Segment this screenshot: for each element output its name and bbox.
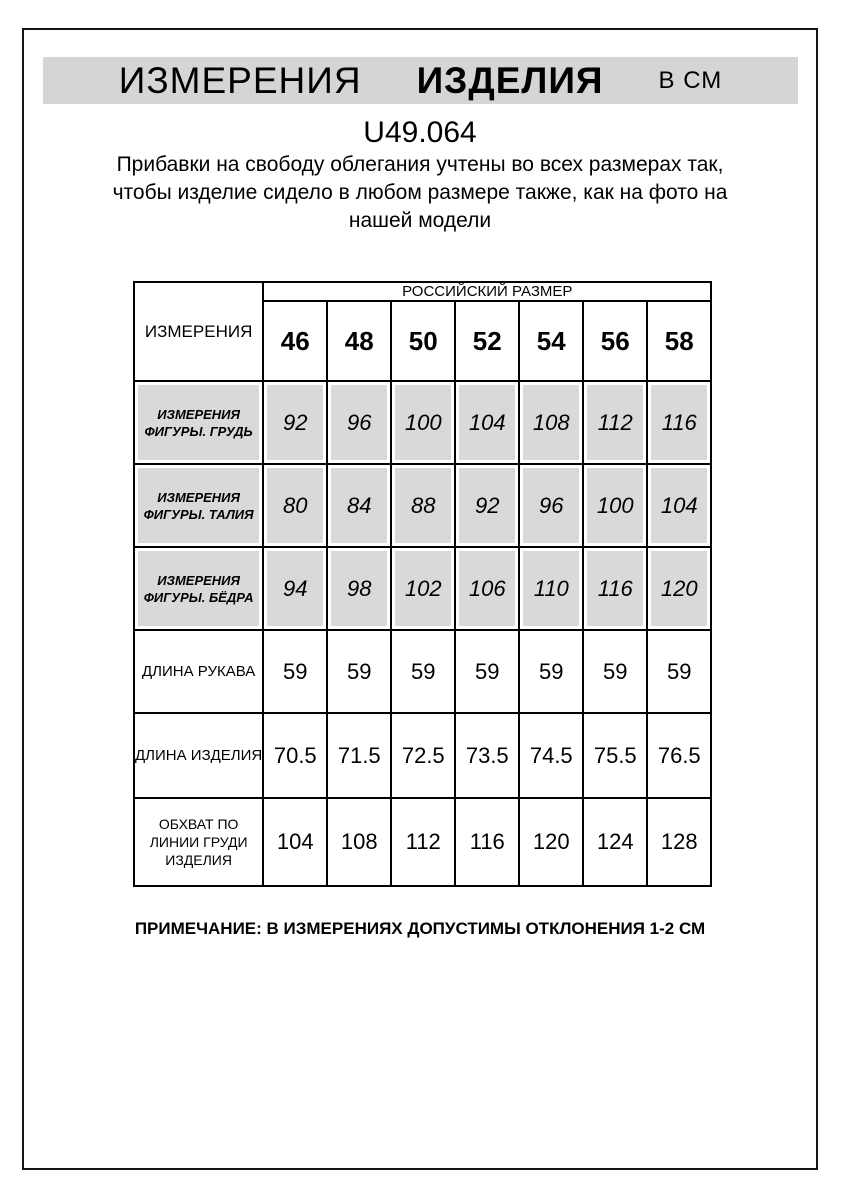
size-col-header: 58 xyxy=(646,300,713,382)
size-col-header: 56 xyxy=(582,300,649,382)
value-cell: 116 xyxy=(582,546,649,631)
value-cell: 75.5 xyxy=(582,712,649,799)
value-cell: 74.5 xyxy=(518,712,585,799)
value-cell: 96 xyxy=(326,380,393,465)
value-cell: 106 xyxy=(454,546,521,631)
size-col-header: 50 xyxy=(390,300,457,382)
corner-header-cell: ИЗМЕРЕНИЯ xyxy=(132,281,265,382)
value-cell: 59 xyxy=(390,629,457,714)
value-cell: 59 xyxy=(518,629,585,714)
value-cell: 84 xyxy=(326,463,393,548)
value-cell: 59 xyxy=(326,629,393,714)
value-cell: 88 xyxy=(390,463,457,548)
fit-description-line-1: Прибавки на свободу облегания учтены во … xyxy=(116,153,724,176)
article-number: U49.064 xyxy=(363,116,477,149)
value-cell: 70.5 xyxy=(262,712,329,799)
row-label-sleeve-length: ДЛИНА РУКАВА xyxy=(132,629,265,714)
value-cell: 59 xyxy=(582,629,649,714)
title-word-izmereniya: ИЗМЕРЕНИЯ xyxy=(118,59,362,101)
value-cell: 92 xyxy=(262,380,329,465)
value-cell: 112 xyxy=(582,380,649,465)
row-label-chest-girth-item: ОБХВАТ ПО ЛИНИИ ГРУДИ ИЗДЕЛИЯ xyxy=(132,797,265,887)
value-cell: 108 xyxy=(326,797,393,887)
row-label-item-length: ДЛИНА ИЗДЕЛИЯ xyxy=(132,712,265,799)
russian-size-group-header: РОССИЙСКИЙ РАЗМЕР xyxy=(262,281,713,302)
title-unit-cm: В СМ xyxy=(658,66,723,94)
value-cell: 110 xyxy=(518,546,585,631)
size-col-header: 52 xyxy=(454,300,521,382)
value-cell: 120 xyxy=(646,546,713,631)
value-cell: 72.5 xyxy=(390,712,457,799)
title-word-izdeliya: ИЗДЕЛИЯ xyxy=(416,59,604,101)
table-row: ИЗМЕРЕНИЯ ФИГУРЫ. ТАЛИЯ 80 84 88 92 96 1… xyxy=(132,463,713,548)
size-col-header: 46 xyxy=(262,300,329,382)
value-cell: 120 xyxy=(518,797,585,887)
value-cell: 104 xyxy=(646,463,713,548)
title-bar: ИЗМЕРЕНИЯ ИЗДЕЛИЯ В СМ xyxy=(43,57,798,104)
value-cell: 92 xyxy=(454,463,521,548)
value-cell: 112 xyxy=(390,797,457,887)
page-border-frame xyxy=(22,28,818,1170)
table-row: ИЗМЕРЕНИЯ ФИГУРЫ. ГРУДЬ 92 96 100 104 10… xyxy=(132,380,713,465)
value-cell: 59 xyxy=(262,629,329,714)
value-cell: 116 xyxy=(454,797,521,887)
table-row: ДЛИНА ИЗДЕЛИЯ 70.5 71.5 72.5 73.5 74.5 7… xyxy=(132,712,713,799)
table-row: ОБХВАТ ПО ЛИНИИ ГРУДИ ИЗДЕЛИЯ 104 108 11… xyxy=(132,797,713,887)
fit-description: Прибавки на свободу облегания учтены во … xyxy=(22,151,818,235)
row-label-chest: ИЗМЕРЕНИЯ ФИГУРЫ. ГРУДЬ xyxy=(132,380,265,465)
size-col-header: 54 xyxy=(518,300,585,382)
table-row: 46 48 50 52 54 56 58 xyxy=(134,300,713,382)
value-cell: 104 xyxy=(454,380,521,465)
table-row: ИЗМЕРЕНИЯ РОССИЙСКИЙ РАЗМЕР xyxy=(132,281,713,382)
value-cell: 128 xyxy=(646,797,713,887)
value-cell: 71.5 xyxy=(326,712,393,799)
value-cell: 59 xyxy=(454,629,521,714)
value-cell: 100 xyxy=(390,380,457,465)
table-row: ДЛИНА РУКАВА 59 59 59 59 59 59 59 xyxy=(132,629,713,714)
value-cell: 100 xyxy=(582,463,649,548)
value-cell: 59 xyxy=(646,629,713,714)
value-cell: 94 xyxy=(262,546,329,631)
value-cell: 102 xyxy=(390,546,457,631)
row-label-hips: ИЗМЕРЕНИЯ ФИГУРЫ. БЁДРА xyxy=(132,546,265,631)
fit-description-line-2: чтобы изделие сидело в любом размере так… xyxy=(112,181,728,204)
tolerance-note: ПРИМЕЧАНИЕ: В ИЗМЕРЕНИЯХ ДОПУСТИМЫ ОТКЛО… xyxy=(134,919,706,938)
value-cell: 76.5 xyxy=(646,712,713,799)
size-col-header: 48 xyxy=(326,300,393,382)
value-cell: 124 xyxy=(582,797,649,887)
value-cell: 104 xyxy=(262,797,329,887)
row-label-waist: ИЗМЕРЕНИЯ ФИГУРЫ. ТАЛИЯ xyxy=(132,463,265,548)
value-cell: 73.5 xyxy=(454,712,521,799)
value-cell: 80 xyxy=(262,463,329,548)
measurements-table: ИЗМЕРЕНИЯ РОССИЙСКИЙ РАЗМЕР 46 48 50 52 … xyxy=(132,281,713,887)
value-cell: 116 xyxy=(646,380,713,465)
value-cell: 108 xyxy=(518,380,585,465)
fit-description-line-3: нашей модели xyxy=(348,209,492,232)
value-cell: 98 xyxy=(326,546,393,631)
table-row: ИЗМЕРЕНИЯ ФИГУРЫ. БЁДРА 94 98 102 106 11… xyxy=(132,546,713,631)
value-cell: 96 xyxy=(518,463,585,548)
